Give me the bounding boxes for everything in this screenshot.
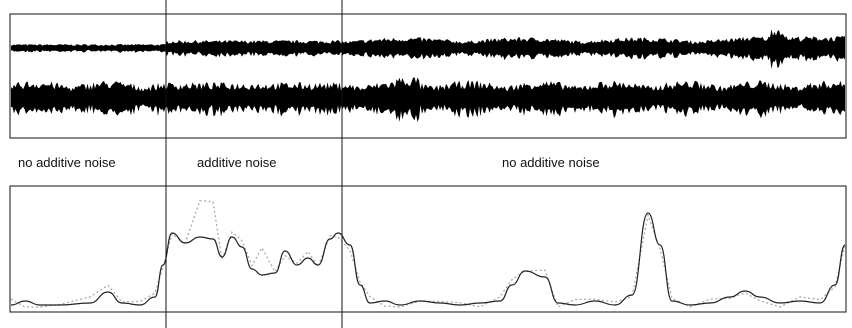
feature-curve-solid — [10, 212, 846, 306]
segment-label-3: no additive noise — [502, 155, 600, 170]
waveform-channel-2 — [11, 77, 845, 122]
feature-panel — [9, 185, 847, 313]
feature-panel-frame — [9, 185, 847, 313]
waveform-panel — [9, 13, 847, 139]
waveform-panel-frame — [9, 13, 847, 139]
feature-curve-dotted — [10, 199, 846, 308]
segment-label-1: no additive noise — [18, 155, 116, 170]
segment-labels: no additive noise additive noise no addi… — [18, 155, 600, 170]
segment-label-2: additive noise — [197, 155, 277, 170]
waveform-channel-1 — [11, 29, 845, 70]
